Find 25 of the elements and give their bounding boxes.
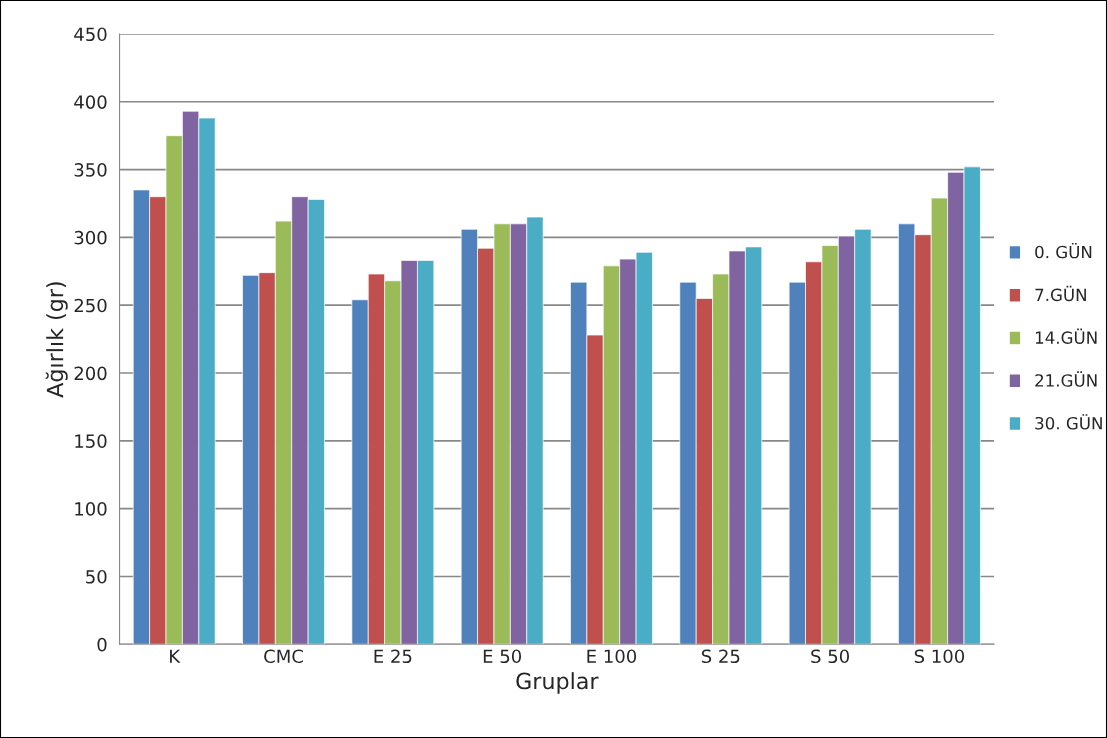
- legend-label: 30. GÜN: [1035, 414, 1102, 430]
- y-tick-label: 400: [74, 95, 107, 109]
- y-tick-label: 200: [74, 366, 107, 381]
- x-tick-label: CMC: [264, 649, 303, 664]
- legend-label: 7.GÜN: [1035, 285, 1086, 302]
- legend-label: 0. GÜN: [1035, 242, 1092, 259]
- x-tick-label: E 50: [483, 649, 522, 664]
- y-tick-label: 100: [75, 502, 107, 516]
- y-tick-label: 450: [74, 27, 107, 42]
- y-tick-label: 300: [74, 230, 107, 245]
- legend-label: 14.GÜN: [1035, 328, 1097, 344]
- y-tick-label: 150: [75, 434, 107, 448]
- legend-label: 21.GÜN: [1035, 371, 1097, 387]
- y-tick-label: 250: [74, 298, 107, 313]
- y-axis-title: Ağırlık (gr): [45, 282, 68, 398]
- x-tick-label: S 25: [701, 649, 740, 664]
- y-tick-label: 0: [97, 637, 107, 652]
- x-tick-label: K: [170, 649, 181, 663]
- y-tick-label: 350: [74, 163, 107, 177]
- x-tick-label: E 100: [587, 649, 637, 664]
- x-axis-title: Gruplar: [516, 672, 599, 694]
- x-tick-label: S 50: [811, 649, 849, 664]
- y-tick-label: 50: [86, 569, 107, 584]
- x-tick-label: E 25: [374, 649, 412, 664]
- x-tick-label: S 100: [914, 649, 965, 664]
